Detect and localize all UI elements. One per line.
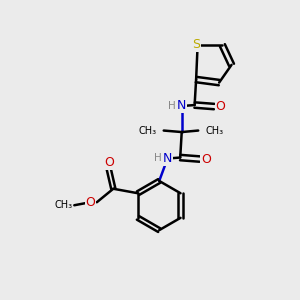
Text: O: O <box>85 196 95 209</box>
Text: N: N <box>177 99 186 112</box>
Text: S: S <box>192 38 200 51</box>
Text: O: O <box>104 156 114 169</box>
Text: O: O <box>215 100 225 113</box>
Text: CH₃: CH₃ <box>138 125 156 136</box>
Text: CH₃: CH₃ <box>206 125 224 136</box>
Text: CH₃: CH₃ <box>55 200 73 210</box>
Text: N: N <box>163 152 172 165</box>
Text: H: H <box>154 153 162 164</box>
Text: H: H <box>168 101 176 111</box>
Text: O: O <box>201 152 211 166</box>
